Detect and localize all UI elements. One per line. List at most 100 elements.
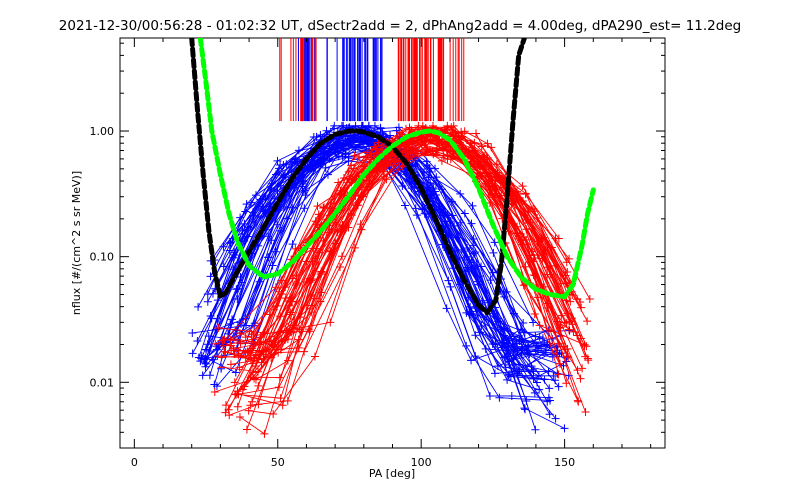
blue-series-point (376, 123, 385, 132)
blue-series-point (491, 340, 500, 349)
red-series-point (316, 297, 325, 306)
red-series-point (521, 190, 530, 199)
blue-series-point (521, 405, 530, 414)
red-series-point (313, 202, 322, 211)
blue-series-point (430, 164, 439, 173)
red-series-point (514, 190, 523, 199)
red-series-point (285, 310, 294, 319)
red-series-point (210, 388, 219, 397)
red-series-point (512, 229, 521, 238)
blue-series-point (309, 133, 318, 142)
blue-series-point (478, 296, 487, 305)
red-series-point (439, 151, 448, 160)
red-series-point (564, 325, 573, 334)
red-series-point (554, 370, 563, 379)
blue-series-point (477, 321, 486, 330)
red-series-point (275, 373, 284, 382)
red-series-point (305, 327, 314, 336)
blue-series-point (525, 350, 534, 359)
blue-series-point (279, 161, 288, 170)
red-series-point (326, 318, 335, 327)
blue-series-point (460, 209, 469, 218)
red-series-point (560, 318, 569, 327)
red-series-point (483, 139, 492, 148)
red-series-point (221, 348, 230, 357)
blue-series-point (545, 384, 554, 393)
y-tick-label: 1.00 (90, 125, 115, 138)
blue-series-point (551, 376, 560, 385)
red-series-point (574, 397, 583, 406)
blue-series-point (468, 201, 477, 210)
blue-series-point (467, 356, 476, 365)
black-fit-curve (189, 38, 527, 317)
red-series-point (278, 401, 287, 410)
blue-series-point (490, 238, 499, 247)
blue-series-point (531, 332, 540, 341)
blue-series-point (329, 124, 338, 133)
blue-series-point (301, 191, 310, 200)
red-series-point (584, 356, 593, 365)
red-series-point (581, 408, 590, 417)
red-series-point (457, 127, 466, 136)
blue-series-point (321, 163, 330, 172)
blue-series-point (226, 238, 235, 247)
blue-series-point (551, 414, 560, 423)
red-series-point (285, 327, 294, 336)
red-series-point (247, 337, 256, 346)
red-series-point (233, 402, 242, 411)
red-series-point (530, 310, 539, 319)
red-series-point (338, 220, 347, 229)
blue-series-point (206, 272, 215, 281)
blue-series-point (441, 221, 450, 230)
blue-series-point (560, 424, 569, 433)
red-series-point (578, 364, 587, 373)
y-tick-label: 0.01 (90, 376, 115, 389)
red-series-point (218, 336, 227, 345)
chart-title: 2021-12-30/00:56:28 - 01:02:32 UT, dSect… (59, 18, 741, 34)
x-axis-label: PA [deg] (369, 467, 415, 480)
red-series-point (426, 135, 435, 144)
blue-series-point (274, 164, 283, 173)
x-tick-label: 150 (554, 456, 575, 469)
blue-series-point (401, 201, 410, 210)
red-series-point (351, 190, 360, 199)
blue-series-point (422, 157, 431, 166)
blue-series-point (288, 240, 297, 249)
blue-series-point (476, 272, 485, 281)
blue-series-point (485, 391, 494, 400)
red-series-point (492, 160, 501, 169)
blue-series-point (435, 202, 444, 211)
blue-series-point (193, 336, 202, 345)
blue-series-point (544, 367, 553, 376)
axes-layer: 0 50 100 150 0.01 0.10 1.00 (90, 38, 665, 469)
blue-series-point (194, 302, 203, 311)
blue-series-point (386, 131, 395, 140)
red-series-point (326, 199, 335, 208)
red-series-point (460, 127, 469, 136)
red-series-point (564, 353, 573, 362)
red-series-point (248, 368, 257, 377)
red-series-point (224, 405, 233, 414)
red-series-point (271, 283, 280, 292)
blue-series-trace (212, 140, 552, 375)
blue-series-point (201, 354, 210, 363)
red-series-point (283, 396, 292, 405)
red-series-point (350, 151, 359, 160)
blue-series-point (471, 331, 480, 340)
red-series-point (217, 353, 226, 362)
red-series-point (353, 201, 362, 210)
blue-series-point (534, 371, 543, 380)
red-series-point (306, 292, 315, 301)
blue-series-point (554, 382, 563, 391)
blue-series-point (486, 276, 495, 285)
blue-series-point (212, 345, 221, 354)
red-series-point (407, 125, 416, 134)
blue-series-point (232, 285, 241, 294)
blue-series-point (513, 346, 522, 355)
x-tick-label: 50 (271, 456, 285, 469)
red-series-point (283, 335, 292, 344)
red-series-point (240, 382, 249, 391)
red-series-point (576, 374, 585, 383)
blue-series-point (411, 204, 420, 213)
red-series-point (319, 203, 328, 212)
